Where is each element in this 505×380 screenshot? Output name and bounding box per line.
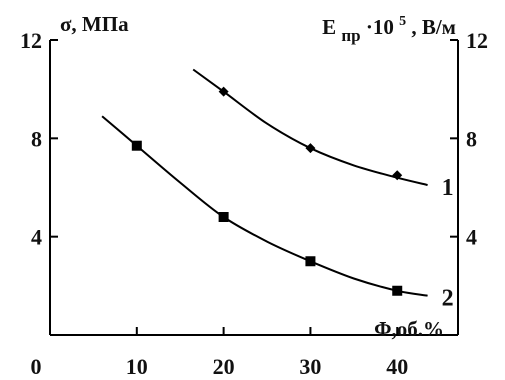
series-2-point — [218, 212, 229, 222]
series-1-curve — [192, 68, 428, 186]
x-tick-label: 40 — [386, 354, 408, 379]
series-2-curve — [101, 115, 428, 297]
y-right-label-tail: , В/м — [411, 15, 456, 39]
x-tick-label: 0 — [31, 354, 42, 379]
y-right-tick-label: 8 — [466, 126, 477, 151]
y-axis-right-label: E пр ·10 5 , В/м — [322, 6, 456, 46]
x-tick-label: 20 — [213, 354, 235, 379]
y-right-label-mid: ·10 — [366, 15, 394, 39]
y-left-tick-label: 4 — [31, 225, 42, 250]
plot-frame — [49, 40, 459, 336]
y-right-label-subscript: пр — [341, 26, 360, 45]
x-axis-label: Φ,об.% — [374, 317, 444, 341]
y-right-tick-label: 12 — [466, 28, 488, 53]
markers-layer: 12 — [131, 86, 454, 312]
x-tick-label: 30 — [299, 354, 321, 379]
series-2-label: 2 — [442, 286, 454, 312]
y-axis-left-label: σ, МПа — [60, 12, 129, 36]
y-left-tick-label: 8 — [31, 126, 42, 151]
series-2-point — [392, 285, 403, 296]
series-2-point — [131, 140, 142, 151]
series-2-point — [305, 256, 316, 267]
y-right-label-base: E — [322, 15, 336, 39]
series-1-point — [218, 86, 229, 97]
series-1-point — [305, 143, 316, 154]
x-tick-label: 10 — [126, 354, 148, 379]
y-right-label-superscript: 5 — [399, 14, 406, 29]
y-left-tick-label: 12 — [20, 28, 42, 53]
series-1-point — [392, 170, 403, 181]
y-right-tick-label: 4 — [466, 225, 477, 250]
curves-layer — [101, 68, 428, 297]
series-1-label: 1 — [442, 175, 454, 201]
